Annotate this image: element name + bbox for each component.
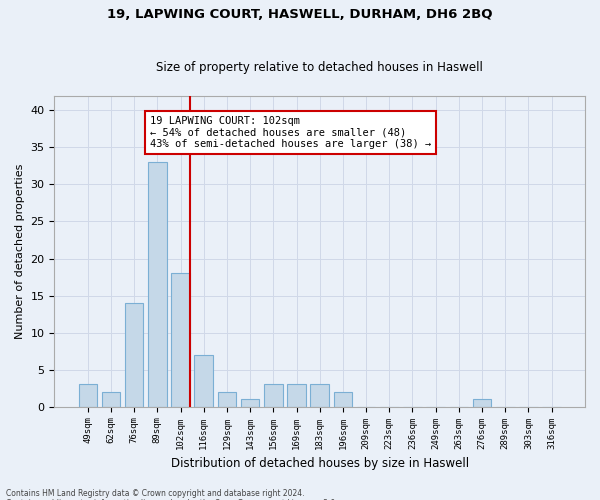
Text: Contains public sector information licensed under the Open Government Licence v3: Contains public sector information licen… bbox=[6, 498, 338, 500]
Bar bbox=[264, 384, 283, 406]
Bar bbox=[102, 392, 120, 406]
Bar bbox=[218, 392, 236, 406]
Text: Contains HM Land Registry data © Crown copyright and database right 2024.: Contains HM Land Registry data © Crown c… bbox=[6, 488, 305, 498]
Bar bbox=[287, 384, 306, 406]
Bar bbox=[194, 355, 213, 406]
Title: Size of property relative to detached houses in Haswell: Size of property relative to detached ho… bbox=[156, 60, 483, 74]
Bar bbox=[310, 384, 329, 406]
Bar bbox=[148, 162, 167, 406]
Y-axis label: Number of detached properties: Number of detached properties bbox=[15, 164, 25, 339]
Bar bbox=[79, 384, 97, 406]
Bar bbox=[125, 303, 143, 406]
X-axis label: Distribution of detached houses by size in Haswell: Distribution of detached houses by size … bbox=[170, 457, 469, 470]
Text: 19 LAPWING COURT: 102sqm
← 54% of detached houses are smaller (48)
43% of semi-d: 19 LAPWING COURT: 102sqm ← 54% of detach… bbox=[150, 116, 431, 149]
Text: 19, LAPWING COURT, HASWELL, DURHAM, DH6 2BQ: 19, LAPWING COURT, HASWELL, DURHAM, DH6 … bbox=[107, 8, 493, 20]
Bar bbox=[241, 400, 259, 406]
Bar bbox=[473, 400, 491, 406]
Bar bbox=[334, 392, 352, 406]
Bar bbox=[171, 274, 190, 406]
